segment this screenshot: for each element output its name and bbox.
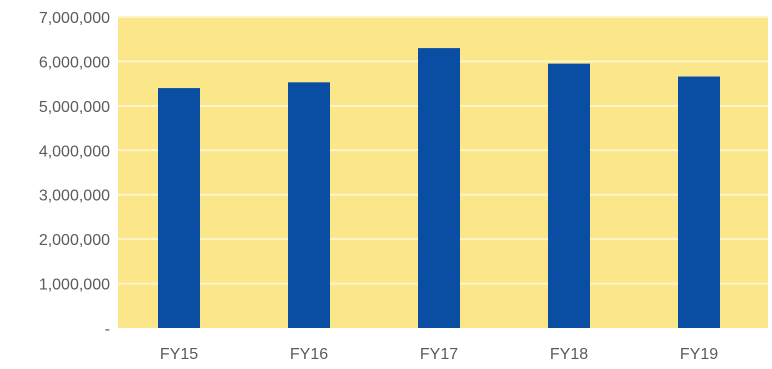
y-axis-tick-labels: - 1,000,000 2,000,000 3,000,000 4,000,000 5,0…: [39, 10, 110, 338]
bar-fy16: [288, 82, 330, 328]
y-tick-label: 7,000,000: [39, 10, 110, 27]
bar-fy19: [678, 76, 720, 328]
y-tick-label: 3,000,000: [39, 188, 110, 205]
x-tick-label: FY16: [290, 346, 328, 363]
y-tick-label: 6,000,000: [39, 54, 110, 71]
y-tick-label: 5,000,000: [39, 99, 110, 116]
bar-fy18: [548, 63, 590, 329]
x-tick-label: FY17: [420, 346, 458, 363]
y-tick-label: 4,000,000: [39, 143, 110, 160]
x-tick-label: FY15: [160, 346, 198, 363]
bar-fy15: [158, 88, 200, 328]
bars: [158, 48, 720, 329]
x-tick-label: FY18: [550, 346, 588, 363]
bar-fy17: [418, 48, 460, 328]
x-tick-label: FY19: [680, 346, 718, 363]
y-tick-label: 1,000,000: [39, 277, 110, 294]
x-axis-category-labels: FY15 FY16 FY17 FY18 FY19: [160, 346, 718, 363]
y-tick-label: 2,000,000: [39, 232, 110, 249]
y-tick-label: -: [105, 321, 110, 338]
